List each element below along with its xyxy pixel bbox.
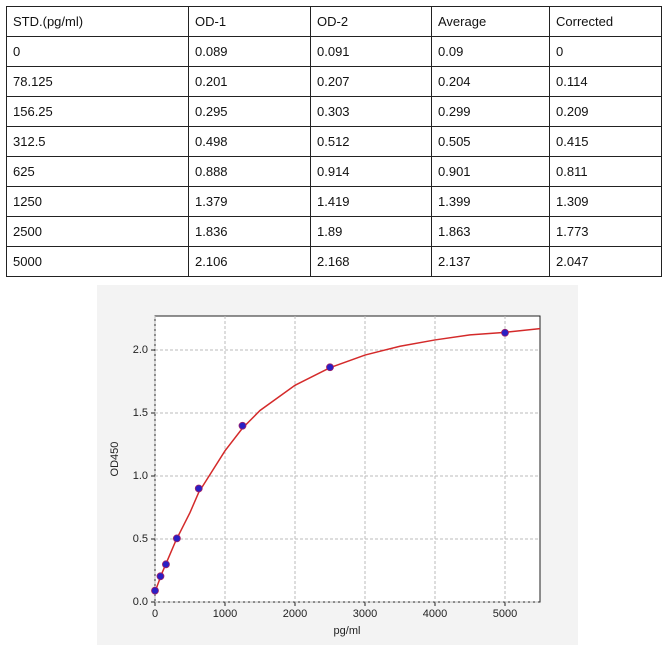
table-cell: 0.505	[431, 126, 550, 157]
table-cell: 78.125	[6, 66, 189, 97]
table-cell: Corrected	[549, 6, 662, 37]
x-tick-label: 1000	[213, 608, 237, 620]
table-cell: 0.811	[549, 156, 662, 187]
table-cell: 0.415	[549, 126, 662, 157]
table-cell: 0.295	[188, 96, 311, 127]
x-tick-label: 2000	[283, 608, 307, 620]
table-cell: 2500	[6, 216, 189, 247]
data-point	[156, 572, 165, 581]
table-cell: 1.419	[310, 186, 432, 217]
table-cell: 0.888	[188, 156, 311, 187]
x-axis-label: pg/ml	[334, 625, 361, 637]
table-cell: 0.901	[431, 156, 550, 187]
table-cell: 0.089	[188, 36, 311, 67]
table-cell: 0.209	[549, 96, 662, 127]
table-row: 0 0.089 0.091 0.09 0	[6, 36, 662, 67]
x-tick-label: 5000	[493, 608, 517, 620]
table-cell: 625	[6, 156, 189, 187]
table-cell: 0.498	[188, 126, 311, 157]
table-cell: 0	[549, 36, 662, 67]
table-cell: 0.914	[310, 156, 432, 187]
table-cell: 2.168	[310, 246, 432, 277]
table-cell: 2.106	[188, 246, 311, 277]
y-tick-label: 0.5	[133, 533, 148, 545]
x-tick-label: 0	[152, 608, 158, 620]
table-cell: 2.047	[549, 246, 662, 277]
table-cell: STD.(pg/ml)	[6, 6, 189, 37]
data-point	[172, 534, 181, 543]
table-cell: 0	[6, 36, 189, 67]
table-cell: OD-1	[188, 6, 311, 37]
table-row: 312.5 0.498 0.512 0.505 0.415	[6, 126, 662, 157]
y-tick-label: 1.5	[133, 407, 148, 419]
table-cell: 0.299	[431, 96, 550, 127]
table-row: 2500 1.836 1.89 1.863 1.773	[6, 216, 662, 247]
table-cell: OD-2	[310, 6, 432, 37]
table-cell: Average	[431, 6, 550, 37]
x-tick-label: 4000	[423, 608, 447, 620]
y-tick-label: 0.0	[133, 596, 148, 608]
table-cell: 1250	[6, 186, 189, 217]
y-axis-label: OD450	[109, 442, 121, 477]
y-tick-label: 2.0	[133, 344, 148, 356]
table-cell: 1.309	[549, 186, 662, 217]
table-cell: 0.201	[188, 66, 311, 97]
table-cell: 0.09	[431, 36, 550, 67]
table-cell: 0.114	[549, 66, 662, 97]
data-point	[238, 421, 247, 430]
table-cell: 0.091	[310, 36, 432, 67]
data-table: STD.(pg/ml) OD-1 OD-2 Average Corrected 0 0.08…	[6, 6, 662, 277]
table-cell: 2.137	[431, 246, 550, 277]
table-cell: 1.379	[188, 186, 311, 217]
table-cell: 0.512	[310, 126, 432, 157]
table-cell: 0.303	[310, 96, 432, 127]
data-point	[501, 328, 509, 337]
y-tick-label: 1.0	[133, 470, 148, 482]
table-row: 78.125 0.201 0.207 0.204 0.114	[6, 66, 662, 97]
data-point	[326, 363, 334, 372]
table-cell: 1.89	[310, 216, 432, 247]
x-tick-label: 3000	[353, 608, 377, 620]
table-row: 1250 1.379 1.419 1.399 1.309	[6, 186, 662, 217]
table-row: 5000 2.106 2.168 2.137 2.047	[6, 246, 662, 277]
data-point	[162, 560, 170, 569]
table-cell: 1.863	[431, 216, 550, 247]
table-cell: 1.836	[188, 216, 311, 247]
table-row: 156.25 0.295 0.303 0.299 0.209	[6, 96, 662, 127]
plot-area	[154, 315, 541, 603]
table-cell: 1.399	[431, 186, 550, 217]
table-cell: 1.773	[549, 216, 662, 247]
table-cell: 156.25	[6, 96, 189, 127]
table-cell: 5000	[6, 246, 189, 277]
data-point	[151, 586, 159, 595]
header-row: STD.(pg/ml) OD-1 OD-2 Average Corrected	[6, 6, 662, 37]
table-cell: 0.204	[431, 66, 550, 97]
table-row: 625 0.888 0.914 0.901 0.811	[6, 156, 662, 187]
table-cell: 312.5	[6, 126, 189, 157]
data-point	[194, 484, 203, 493]
chart: pg/ml OD450 0 1000 2000 3000 4000 5000 0.0 0.5 1…	[97, 285, 578, 645]
table-cell: 0.207	[310, 66, 432, 97]
